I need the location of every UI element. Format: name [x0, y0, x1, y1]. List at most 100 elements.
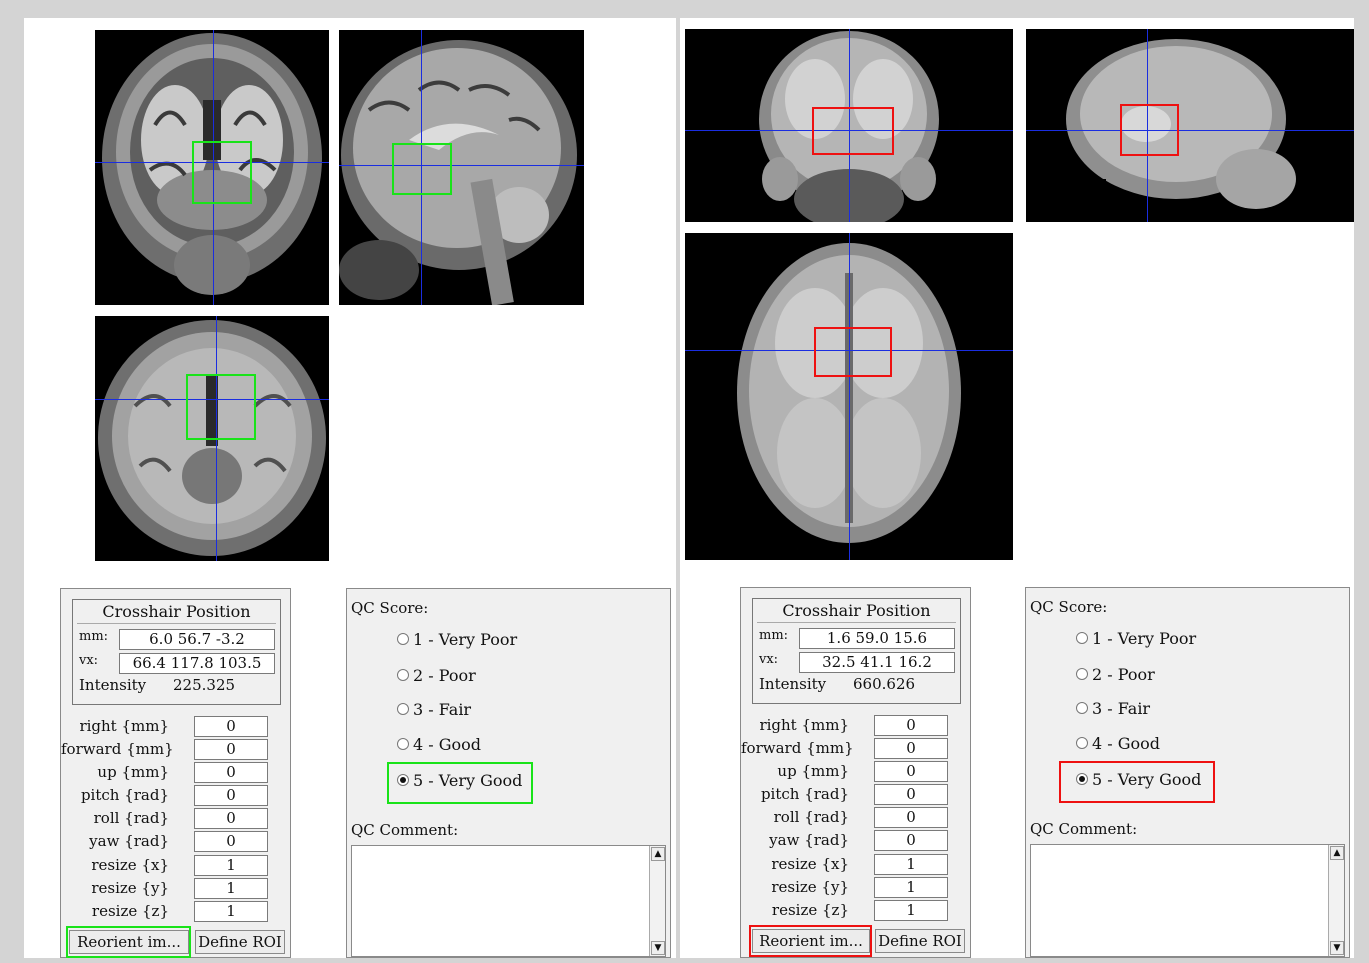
qc-option-4[interactable]: 4 - Good [397, 735, 481, 754]
scrollbar[interactable]: ▲ ▼ [1328, 845, 1344, 956]
qc-comment-textarea[interactable]: ▲ ▼ [1030, 844, 1345, 957]
radio-selected-icon [397, 773, 409, 786]
qc-comment-textarea[interactable]: ▲ ▼ [351, 845, 666, 957]
param-label: up {mm} [97, 763, 169, 781]
qc-option-label: 1 - Very Poor [413, 630, 518, 649]
resize-y-field[interactable]: 1 [874, 877, 948, 898]
param-label: right {mm} [759, 716, 849, 734]
vx-coordinates-field[interactable]: 32.5 41.1 16.2 [799, 652, 955, 673]
scrollbar[interactable]: ▲ ▼ [649, 846, 665, 956]
scroll-up-icon[interactable]: ▲ [651, 847, 665, 861]
right-mm-field[interactable]: 0 [874, 715, 948, 736]
define-roi-button[interactable]: Define ROI [195, 930, 285, 954]
intensity-value: 660.626 [853, 675, 916, 693]
mm-coordinates-field[interactable]: 1.6 59.0 15.6 [799, 628, 955, 649]
scroll-down-icon[interactable]: ▼ [1330, 941, 1344, 955]
qc-option-label: 4 - Good [413, 735, 482, 754]
reorient-image-button[interactable]: Reorient im... [69, 930, 189, 954]
qc-option-label: 3 - Fair [1092, 699, 1151, 718]
qc-option-label: 1 - Very Poor [1092, 629, 1197, 648]
resize-z-field[interactable]: 1 [194, 901, 268, 922]
qc-comment-label: QC Comment: [351, 821, 459, 839]
define-roi-button[interactable]: Define ROI [875, 929, 965, 953]
qc-selected-highlight [387, 762, 533, 804]
param-label: roll {rad} [773, 808, 849, 826]
yaw-rad-field[interactable]: 0 [874, 830, 948, 851]
vx-coordinates-field[interactable]: 66.4 117.8 103.5 [119, 653, 275, 674]
qc-comment-label: QC Comment: [1030, 820, 1138, 838]
qc-selected-highlight [1059, 761, 1215, 803]
t1-sagittal-view[interactable] [339, 30, 584, 305]
param-row-forward: forward {mm} 0 [741, 738, 972, 760]
roi-box[interactable] [186, 374, 256, 440]
resize-z-field[interactable]: 1 [874, 900, 948, 921]
param-label: resize {y} [91, 879, 169, 897]
roll-rad-field[interactable]: 0 [194, 808, 268, 829]
vx-label: vx: [759, 652, 779, 667]
roi-box[interactable] [392, 143, 452, 195]
qc-option-5[interactable]: 5 - Very Good [1076, 770, 1201, 789]
left-viewer-pane: Crosshair Position mm: 6.0 56.7 -3.2 vx:… [24, 18, 676, 958]
yaw-rad-field[interactable]: 0 [194, 831, 268, 852]
qc-option-label: 2 - Poor [413, 666, 476, 685]
param-row-resize-z: resize {z} 1 [741, 900, 972, 922]
radio-icon [1076, 736, 1088, 749]
t1-axial-view[interactable] [95, 316, 329, 561]
up-mm-field[interactable]: 0 [874, 761, 948, 782]
dwi-axial-view[interactable] [685, 233, 1013, 560]
param-row-roll: roll {rad} 0 [61, 808, 292, 830]
dwi-sagittal-image [1026, 39, 1296, 222]
left-control-panel: Crosshair Position mm: 6.0 56.7 -3.2 vx:… [60, 588, 291, 958]
dwi-coronal-view[interactable] [685, 29, 1013, 222]
qc-option-label: 4 - Good [1092, 734, 1161, 753]
param-row-right: right {mm} 0 [741, 715, 972, 737]
param-label: pitch {rad} [760, 785, 849, 803]
radio-icon [397, 632, 409, 645]
roi-box[interactable] [192, 141, 252, 204]
t1-sagittal-image [339, 40, 577, 305]
roi-box[interactable] [1120, 104, 1179, 156]
roi-box[interactable] [812, 107, 894, 155]
forward-mm-field[interactable]: 0 [194, 739, 268, 760]
param-row-resize-z: resize {z} 1 [61, 901, 292, 923]
roi-box[interactable] [814, 327, 892, 377]
qc-option-4[interactable]: 4 - Good [1076, 734, 1160, 753]
dwi-sagittal-view[interactable] [1026, 29, 1354, 222]
up-mm-field[interactable]: 0 [194, 762, 268, 783]
param-row-resize-y: resize {y} 1 [61, 878, 292, 900]
intensity-value: 225.325 [173, 676, 236, 694]
param-label: resize {x} [771, 855, 849, 873]
qc-option-1[interactable]: 1 - Very Poor [397, 630, 517, 649]
qc-option-2[interactable]: 2 - Poor [1076, 665, 1155, 684]
qc-option-3[interactable]: 3 - Fair [397, 700, 471, 719]
resize-x-field[interactable]: 1 [874, 854, 948, 875]
roll-rad-field[interactable]: 0 [874, 807, 948, 828]
radio-icon [1076, 667, 1088, 680]
crosshair-position-group: Crosshair Position mm: 6.0 56.7 -3.2 vx:… [72, 599, 281, 705]
scroll-up-icon[interactable]: ▲ [1330, 846, 1344, 860]
param-row-resize-x: resize {x} 1 [741, 854, 972, 876]
qc-option-3[interactable]: 3 - Fair [1076, 699, 1150, 718]
mm-coordinates-field[interactable]: 6.0 56.7 -3.2 [119, 629, 275, 650]
param-label: yaw {rad} [89, 832, 169, 850]
t1-coronal-image [102, 33, 322, 295]
crosshair-position-group: Crosshair Position mm: 1.6 59.0 15.6 vx:… [752, 598, 961, 704]
pitch-rad-field[interactable]: 0 [874, 784, 948, 805]
t1-coronal-view[interactable] [95, 30, 329, 305]
param-label: right {mm} [79, 717, 169, 735]
resize-y-field[interactable]: 1 [194, 878, 268, 899]
qc-option-1[interactable]: 1 - Very Poor [1076, 629, 1196, 648]
param-row-roll: roll {rad} 0 [741, 807, 972, 829]
forward-mm-field[interactable]: 0 [874, 738, 948, 759]
reorient-image-button[interactable]: Reorient im... [752, 929, 870, 953]
param-label: resize {z} [771, 901, 849, 919]
param-row-up: up {mm} 0 [741, 761, 972, 783]
right-mm-field[interactable]: 0 [194, 716, 268, 737]
qc-option-5[interactable]: 5 - Very Good [397, 771, 522, 790]
resize-x-field[interactable]: 1 [194, 855, 268, 876]
qc-option-2[interactable]: 2 - Poor [397, 666, 476, 685]
param-label: resize {y} [771, 878, 849, 896]
pitch-rad-field[interactable]: 0 [194, 785, 268, 806]
scroll-down-icon[interactable]: ▼ [651, 941, 665, 955]
qc-option-label: 2 - Poor [1092, 665, 1155, 684]
